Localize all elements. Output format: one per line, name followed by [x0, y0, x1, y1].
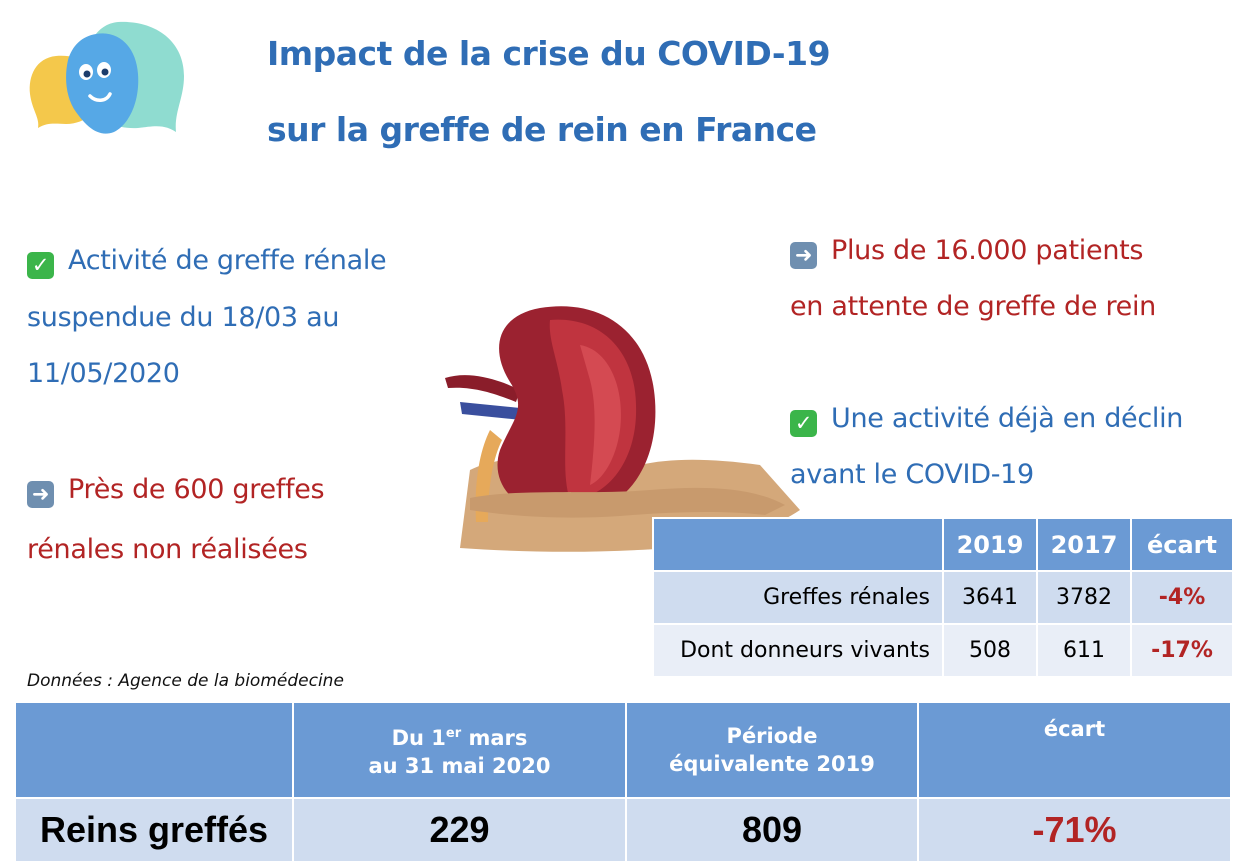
table-row: Greffes rénales 3641 3782 -4%: [652, 570, 1234, 625]
table-cell: 3641: [942, 570, 1038, 625]
table-cell: 611: [1036, 623, 1132, 678]
table-cell: -17%: [1130, 623, 1234, 678]
left-block-1-line-2: suspendue du 18/03 au: [27, 302, 340, 333]
table-header-row: Du 1er mars au 31 mai 2020 Période équiv…: [14, 701, 1232, 799]
table-header-cell: Période équivalente 2019: [625, 701, 919, 799]
reins-greffes-table: Du 1er mars au 31 mai 2020 Période équiv…: [14, 701, 1232, 863]
table-cell: -71%: [917, 797, 1232, 863]
table-header-cell: [14, 701, 294, 799]
table-cell: 3782: [1036, 570, 1132, 625]
left-block-2-line-1: ➜ Près de 600 greffes: [27, 462, 325, 518]
left-block-1-line-1: ✓ Activité de greffe rénale: [27, 233, 387, 289]
left-block-2-line-2: rénales non réalisées: [27, 534, 308, 565]
page-title-line-1: Impact de la crise du COVID-19: [267, 34, 831, 73]
right-block-2-line-2: avant le COVID-19: [790, 459, 1034, 490]
table-header-cell: [652, 517, 944, 572]
table-header-cell: 2019: [942, 517, 1038, 572]
table-header-cell: Du 1er mars au 31 mai 2020: [292, 701, 627, 799]
right-block-1-line-2: en attente de greffe de rein: [790, 291, 1156, 322]
table-cell: 508: [942, 623, 1038, 678]
page-title-line-2: sur la greffe de rein en France: [267, 110, 817, 149]
comparison-table-2019-2017: 2019 2017 écart Greffes rénales 3641 378…: [652, 517, 1234, 678]
check-icon: ✓: [790, 410, 817, 437]
table-cell: 809: [625, 797, 919, 863]
table-row: Reins greffés 229 809 -71%: [14, 797, 1232, 863]
table-cell: -4%: [1130, 570, 1234, 625]
table-header-cell: écart: [917, 701, 1232, 799]
table-cell: Dont donneurs vivants: [652, 623, 944, 678]
right-block-1-line-1: ➜ Plus de 16.000 patients: [790, 223, 1143, 279]
kidney-in-hand-illustration: [445, 306, 800, 552]
table-header-row: 2019 2017 écart: [652, 517, 1234, 572]
arrow-right-icon: ➜: [27, 481, 54, 508]
table-row: Dont donneurs vivants 508 611 -17%: [652, 623, 1234, 678]
table-cell: Reins greffés: [14, 797, 294, 863]
data-source-note: Données : Agence de la biomédecine: [27, 671, 344, 691]
table-header-cell: 2017: [1036, 517, 1132, 572]
chat-bubbles-logo: [29, 21, 184, 134]
check-icon: ✓: [27, 252, 54, 279]
table-cell: Greffes rénales: [652, 570, 944, 625]
arrow-right-icon: ➜: [790, 242, 817, 269]
left-block-1-line-3: 11/05/2020: [27, 358, 180, 389]
right-block-2-line-1: ✓ Une activité déjà en déclin: [790, 391, 1183, 447]
table-cell: 229: [292, 797, 627, 863]
table-header-cell: écart: [1130, 517, 1234, 572]
